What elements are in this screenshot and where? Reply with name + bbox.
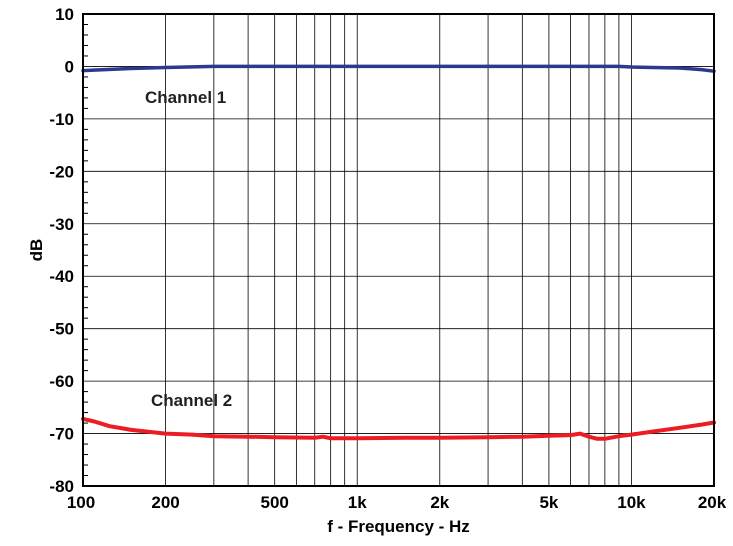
x-tick-label: 1k (348, 493, 367, 512)
x-tick-label: 200 (151, 493, 179, 512)
y-tick-label: -80 (49, 477, 74, 496)
x-tick-label: 500 (260, 493, 288, 512)
y-tick-label: -50 (49, 320, 74, 339)
y-tick-label: 10 (55, 5, 74, 24)
y-axis-title: dB (27, 239, 46, 262)
x-tick-label: 20k (698, 493, 727, 512)
x-tick-label: 10k (617, 493, 646, 512)
series-channel-2-line (81, 416, 716, 441)
x-tick-label: 2k (430, 493, 449, 512)
y-tick-labels: 10 0 -10 -20 -30 -40 -50 -60 -70 -80 (49, 5, 74, 496)
y-tick-label: -10 (49, 110, 74, 129)
series-channel-1-line (81, 64, 716, 73)
x-axis-title: f - Frequency - Hz (327, 517, 470, 536)
y-tick-label: -40 (49, 267, 74, 286)
y-tick-label: -60 (49, 372, 74, 391)
grid-lines (83, 14, 714, 486)
y-tick-label: -20 (49, 162, 74, 181)
y-tick-label: 0 (65, 57, 74, 76)
channel-2-label: Channel 2 (151, 391, 232, 410)
x-tick-labels: 100 200 500 1k 2k 5k 10k 20k (67, 493, 727, 512)
series-group (81, 64, 716, 441)
plot-frame (82, 13, 715, 487)
y-tick-label: -30 (49, 215, 74, 234)
y-tick-label: -70 (49, 425, 74, 444)
x-tick-label: 100 (67, 493, 95, 512)
x-tick-label: 5k (539, 493, 558, 512)
channel-1-label: Channel 1 (145, 88, 226, 107)
